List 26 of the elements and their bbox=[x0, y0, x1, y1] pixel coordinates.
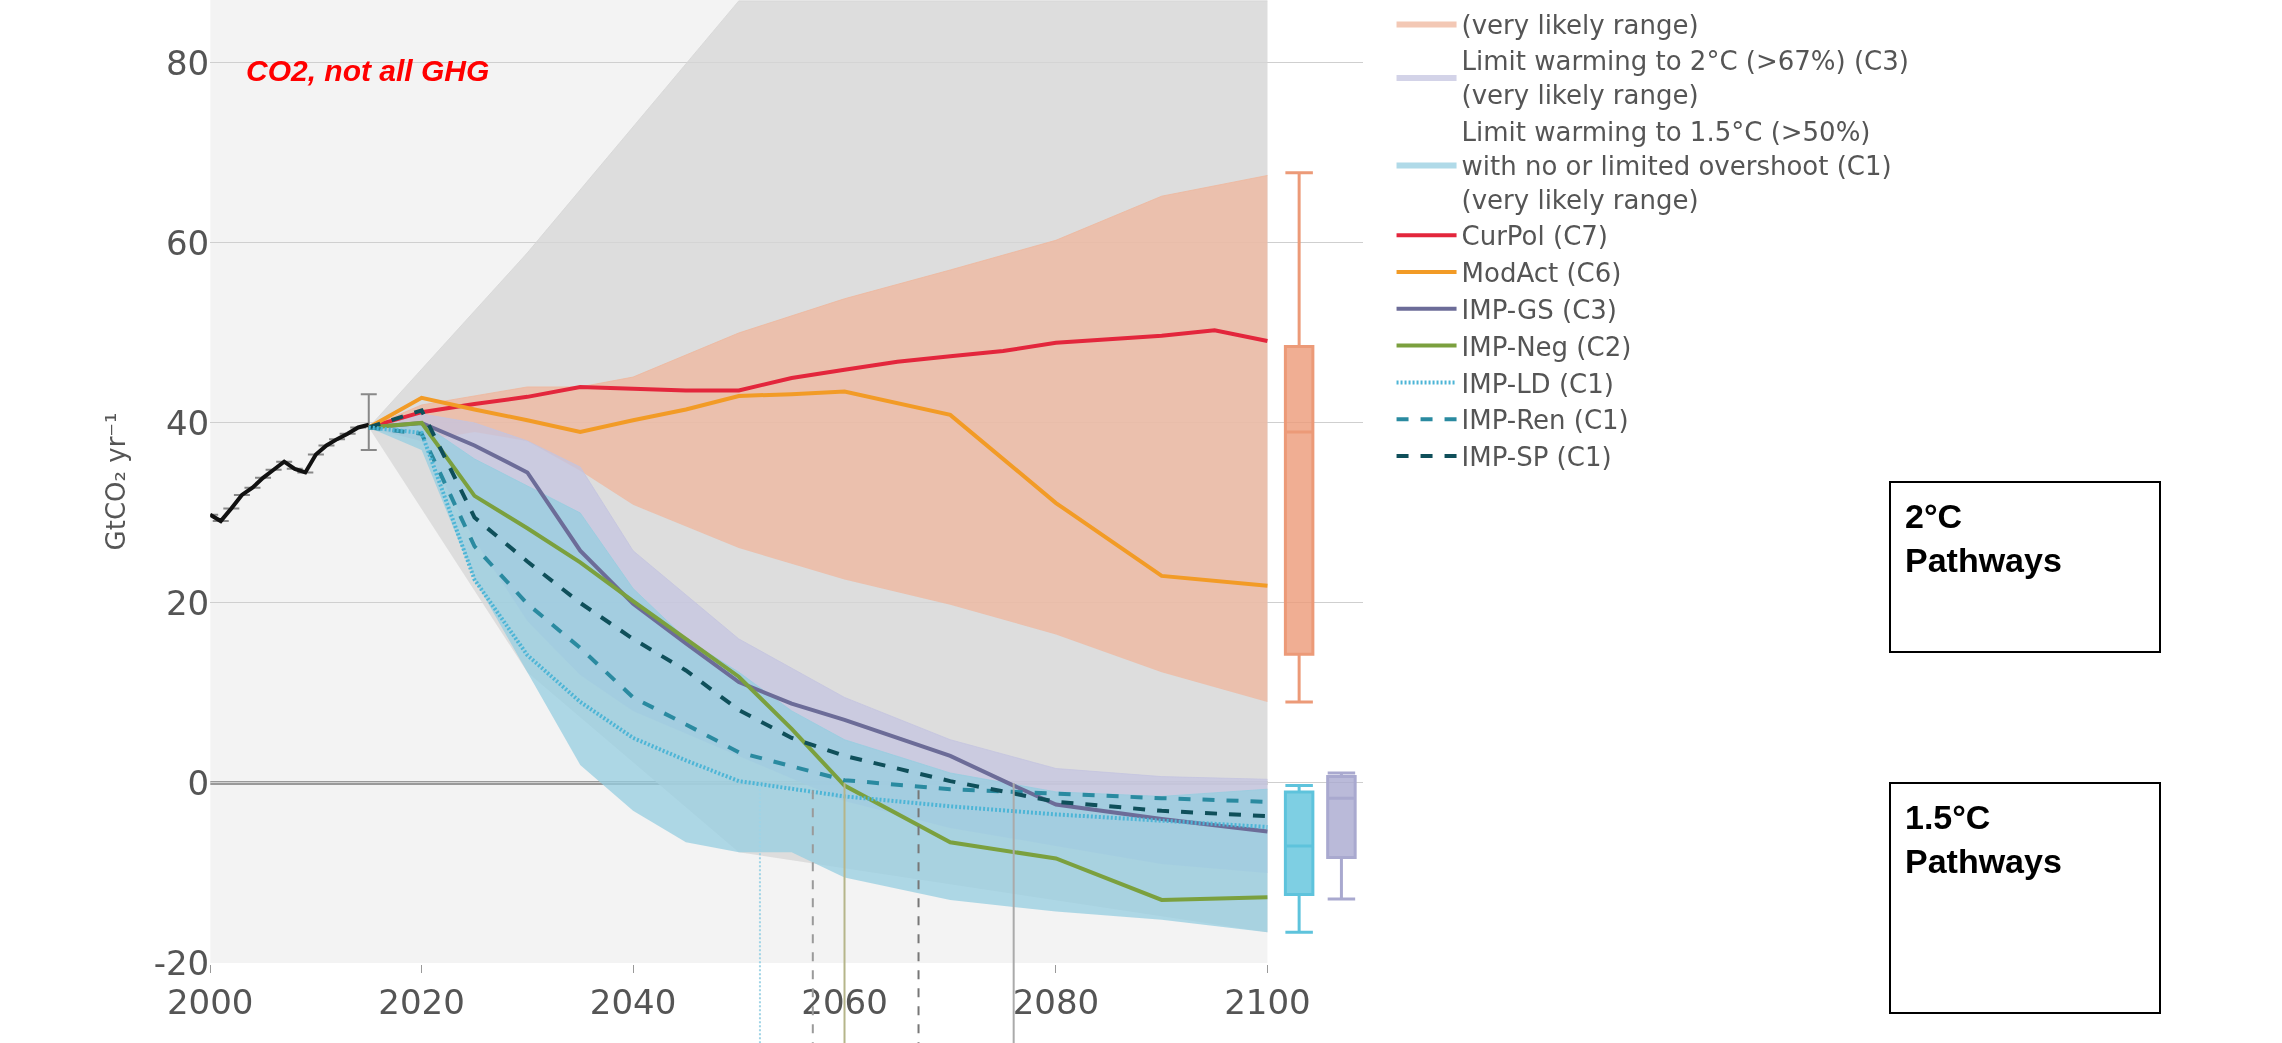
y-tick-label: -20 bbox=[153, 942, 210, 983]
legend-label: CurPol (C7) bbox=[1461, 221, 1608, 252]
y-tick-label: 60 bbox=[165, 222, 210, 263]
y-axis-title: GtCO₂ yr⁻¹ bbox=[101, 412, 132, 551]
annotation: CO2, not all GHG bbox=[246, 54, 490, 87]
legend-label: Limit warming to 2°C (>67%) (C3) (very likely range) bbox=[1461, 46, 1909, 111]
y-tick-label: 0 bbox=[187, 762, 210, 803]
legend-label: IMP-SP (C1) bbox=[1461, 442, 1612, 473]
x-tick-label: 2080 bbox=[1012, 981, 1100, 1022]
line-series bbox=[210, 422, 371, 524]
x-tick-label: 2000 bbox=[166, 981, 254, 1022]
y-tick-label: 40 bbox=[165, 402, 210, 443]
y-tick-label: 80 bbox=[165, 42, 210, 83]
legend-label: IMP-GS (C3) bbox=[1461, 294, 1617, 325]
text: 1.5°C Pathways bbox=[1905, 798, 2062, 881]
legend-label: IMP-Ren (C1) bbox=[1461, 405, 1629, 436]
x-tick-label: 2020 bbox=[378, 981, 465, 1022]
x-tick-label: 2040 bbox=[589, 981, 677, 1022]
legend-label: IMP-LD (C1) bbox=[1461, 368, 1614, 399]
legend-label: IMP-Neg (C2) bbox=[1461, 331, 1632, 362]
text: 2°C Pathways bbox=[1905, 497, 2062, 580]
legend-label: Limit warming to 1.5°C (>50%) with no or limited overshoot (C1) (very likely range) bbox=[1461, 116, 1892, 215]
legend-label: (very likely range) bbox=[1461, 9, 1699, 40]
legend-label: ModAct (C6) bbox=[1461, 258, 1622, 289]
x-tick-label: 2100 bbox=[1224, 981, 1311, 1022]
y-tick-label: 20 bbox=[165, 582, 210, 623]
